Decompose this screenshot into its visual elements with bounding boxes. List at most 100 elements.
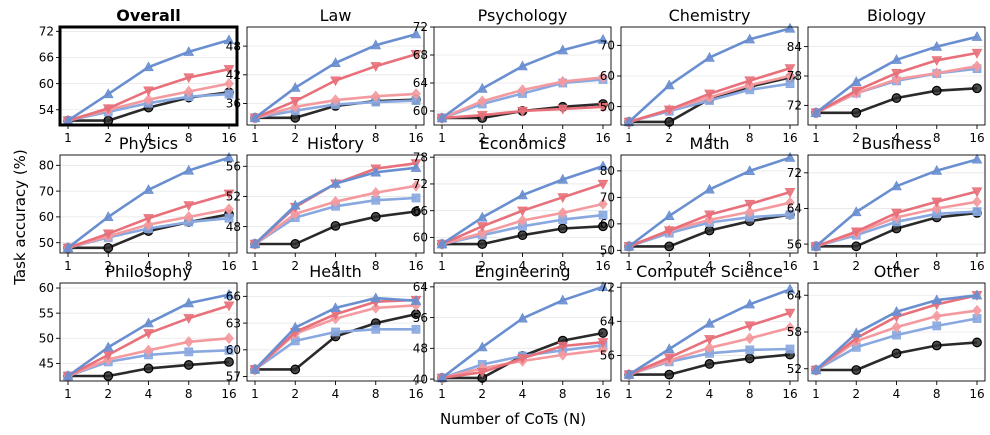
data-point-s5 xyxy=(850,327,862,338)
y-tick-label: 72 xyxy=(787,99,802,113)
data-point-s4 xyxy=(663,105,675,116)
data-point-s2 xyxy=(932,321,942,331)
data-point-s4 xyxy=(183,201,195,212)
data-point-s1 xyxy=(851,365,862,375)
data-point-s4 xyxy=(850,86,862,97)
y-tick-label: 42 xyxy=(226,68,241,82)
subplot-title: Business xyxy=(861,134,932,153)
x-tick-label: 4 xyxy=(332,387,340,401)
data-point-s2 xyxy=(411,193,421,203)
data-point-s5 xyxy=(704,51,715,62)
subplot-title: Physics xyxy=(119,134,178,153)
y-tick-label: 66 xyxy=(39,51,54,65)
data-point-s5 xyxy=(143,184,154,194)
data-point-s4 xyxy=(330,76,341,87)
data-point-s5 xyxy=(663,210,675,221)
x-tick-label: 8 xyxy=(372,259,380,273)
data-point-s5 xyxy=(663,79,675,90)
data-point-s3 xyxy=(517,214,528,227)
subplot-title: Economics xyxy=(480,134,566,153)
x-tick-label: 2 xyxy=(665,259,673,273)
x-tick-label: 1 xyxy=(625,387,633,401)
data-point-s5 xyxy=(810,107,822,117)
data-point-s5 xyxy=(971,31,983,41)
x-tick-label: 16 xyxy=(969,131,984,145)
x-tick-label: 16 xyxy=(408,131,423,145)
data-point-s5 xyxy=(436,238,448,249)
y-tick-label: 64 xyxy=(787,288,802,302)
data-point-s5 xyxy=(62,242,74,252)
data-point-s4 xyxy=(102,229,114,240)
y-tick-label: 78 xyxy=(413,150,428,164)
x-tick-label: 4 xyxy=(519,131,527,145)
x-tick-label: 1 xyxy=(812,131,820,145)
x-tick-label: 16 xyxy=(782,131,797,145)
x-tick-label: 16 xyxy=(969,259,984,273)
y-tick-label: 56 xyxy=(226,160,241,174)
data-point-s5 xyxy=(810,364,822,375)
subplot-biology: Biology 72 78 84 1 2 4 8 16 xyxy=(787,6,986,145)
data-point-s3 xyxy=(183,336,194,348)
y-tick-label: 52 xyxy=(787,362,802,376)
y-tick-label: 56 xyxy=(600,349,615,363)
x-tick-label: 16 xyxy=(595,259,610,273)
y-tick-label: 52 xyxy=(226,190,241,204)
y-tick-label: 60 xyxy=(600,217,615,231)
data-point-s3 xyxy=(931,67,942,79)
data-point-s1 xyxy=(664,369,675,380)
data-point-s4 xyxy=(183,73,195,84)
data-point-s1 xyxy=(517,230,528,241)
data-point-s5 xyxy=(931,294,943,305)
subplot-other: Other 52 58 64 1 2 4 8 16 xyxy=(787,262,986,401)
x-tick-label: 16 xyxy=(595,131,610,145)
x-tick-label: 8 xyxy=(559,131,567,145)
data-point-s3 xyxy=(290,208,301,220)
data-point-s5 xyxy=(143,61,154,72)
data-point-s5 xyxy=(410,162,422,172)
x-tick-label: 16 xyxy=(221,387,236,401)
data-point-s5 xyxy=(476,341,488,352)
x-tick-label: 16 xyxy=(221,259,236,273)
data-point-s2 xyxy=(785,210,795,219)
subplot-title: Overall xyxy=(116,6,181,25)
x-tick-label: 16 xyxy=(782,387,797,401)
y-tick-label: 66 xyxy=(413,204,428,218)
data-point-s4 xyxy=(143,86,154,97)
data-point-s3 xyxy=(785,322,795,334)
data-point-s3 xyxy=(931,202,942,215)
data-point-s4 xyxy=(476,368,488,378)
data-point-s4 xyxy=(744,76,756,87)
data-point-s3 xyxy=(143,344,154,357)
data-point-s2 xyxy=(411,324,421,334)
x-tick-label: 1 xyxy=(625,131,633,145)
data-point-s3 xyxy=(557,349,568,361)
data-point-s3 xyxy=(744,332,755,345)
data-point-s4 xyxy=(663,353,675,364)
data-point-s5 xyxy=(289,81,301,92)
data-point-s5 xyxy=(370,166,382,177)
data-point-s1 xyxy=(330,220,341,231)
data-point-s2 xyxy=(371,324,381,334)
data-point-s4 xyxy=(931,197,943,208)
data-point-s5 xyxy=(891,180,902,191)
data-point-s3 xyxy=(183,85,194,98)
data-point-s1 xyxy=(664,117,675,127)
data-point-s1 xyxy=(477,239,488,249)
data-point-s1 xyxy=(851,107,862,118)
data-point-s1 xyxy=(972,337,982,348)
y-tick-label: 70 xyxy=(600,39,615,53)
data-point-s3 xyxy=(744,206,755,218)
data-point-s3 xyxy=(972,60,982,72)
x-tick-label: 1 xyxy=(64,387,72,401)
subplot-computer-science: Computer Science 56 64 72 1 2 4 8 16 xyxy=(600,262,799,401)
x-tick-label: 8 xyxy=(933,259,941,273)
x-tick-label: 2 xyxy=(104,131,112,145)
y-tick-label: 57 xyxy=(226,370,241,384)
x-tick-label: 4 xyxy=(145,131,153,145)
subplot-frame xyxy=(433,282,612,382)
x-tick-label: 4 xyxy=(519,387,527,401)
data-point-s4 xyxy=(784,308,796,319)
